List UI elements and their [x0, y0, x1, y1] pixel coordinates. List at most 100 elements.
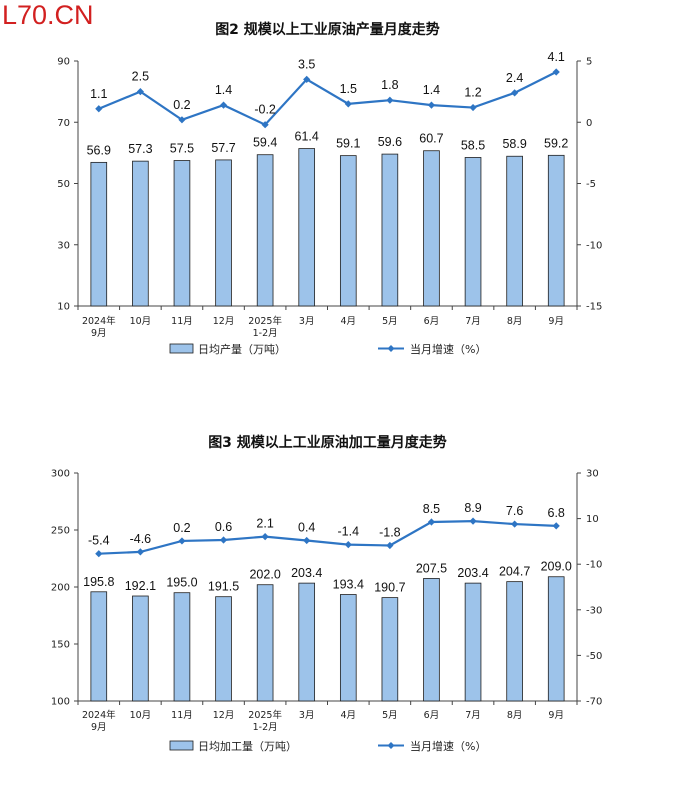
chart2-bar-label: 56.9 — [87, 143, 111, 157]
chart2-x-tick-label: 9月 — [548, 316, 564, 327]
chart3-x-tick-label: 3月 — [299, 710, 315, 721]
chart2-bar-label: 58.9 — [502, 137, 526, 151]
chart3-x-tick-label: 12月 — [213, 710, 235, 721]
chart3-growth-label: 0.4 — [298, 520, 315, 534]
chart3-bar — [464, 582, 482, 702]
chart3-growth-label: 6.8 — [548, 506, 565, 520]
chart2-x-tick-label: 11月 — [171, 316, 193, 327]
chart3-growth-label: 0.6 — [215, 520, 232, 534]
chart2-x-tick-label: 7月 — [465, 316, 481, 327]
chart3-x-tick-label: 2025年 — [248, 709, 282, 721]
chart2-growth-line — [98, 71, 557, 127]
chart2-bar-label: 59.2 — [544, 136, 568, 150]
chart3-bar-label: 202.0 — [249, 568, 280, 582]
chart2-growth-label: 2.4 — [506, 71, 523, 85]
chart3-growth-label: 2.1 — [256, 517, 273, 531]
chart2-growth-label: 3.5 — [298, 57, 315, 71]
chart3-growth-label: -1.8 — [379, 526, 401, 540]
chart3-growth-label: 0.2 — [173, 521, 190, 535]
chart2-y-right-tick-label: 0 — [586, 118, 592, 129]
chart3-growth-point — [344, 540, 352, 549]
chart2-growth-point — [95, 105, 103, 113]
chart3-bar — [547, 576, 565, 702]
chart2-legend-bar-swatch — [169, 343, 194, 354]
chart2-growth-point — [178, 116, 186, 124]
chart3-x-tick-label: 11月 — [171, 710, 193, 721]
chart2-bar-label: 59.6 — [378, 135, 402, 149]
chart2-bar — [547, 154, 565, 307]
chart3-x-tick-label: 2024年 — [82, 709, 116, 721]
chart3-growth-point — [552, 522, 560, 530]
chart2-x-tick-label: 8月 — [507, 316, 523, 327]
chart2-bar-label: 57.3 — [128, 142, 152, 156]
chart3-growth-point — [469, 517, 477, 525]
chart3-growth-point — [261, 533, 269, 541]
chart2-bar-label: 60.7 — [419, 132, 443, 146]
chart3-growth-point — [427, 518, 436, 526]
chart2-growth-label: 4.1 — [548, 50, 565, 64]
chart2-growth-label: 1.2 — [464, 86, 481, 100]
chart2-y-left-tick-label: 10 — [57, 302, 70, 313]
chart2-bar — [381, 153, 399, 307]
chart3-x-tick-label: 8月 — [507, 710, 523, 721]
chart2-growth-point — [344, 100, 352, 108]
chart3-y-right-tick-label: -30 — [586, 605, 602, 616]
chart2-growth-label: 1.1 — [90, 87, 107, 101]
chart2-legend-line-label: 当月增速（%） — [410, 342, 486, 356]
site-watermark: L70.CN — [2, 0, 94, 30]
chart2-growth-point — [469, 103, 477, 112]
chart2-growth-label: 0.2 — [173, 98, 190, 112]
chart3-growth-label: 7.6 — [506, 504, 523, 518]
chart2-bar — [298, 148, 316, 307]
chart3-growth-point — [511, 520, 519, 528]
chart3-growth-line — [98, 520, 557, 555]
chart3-legend-line-label: 当月增速（%） — [410, 739, 486, 753]
chart2-bar-label: 58.5 — [461, 138, 485, 152]
chart2-bar — [173, 160, 191, 307]
chart2-growth-point — [303, 75, 311, 83]
chart3-y-left-tick-label: 100 — [51, 697, 70, 708]
chart3-bar — [298, 582, 316, 702]
chart3-bar-label: 207.5 — [416, 561, 447, 575]
chart3-bar — [90, 591, 108, 702]
chart3-legend-bar-label: 日均加工量（万吨） — [198, 740, 297, 753]
chart2-y-right-tick-label: -15 — [586, 302, 602, 313]
chart3-y-right-tick-label: 10 — [586, 514, 599, 525]
chart2-x-tick-label: 3月 — [299, 316, 315, 327]
chart2-growth-label: 1.8 — [381, 78, 398, 92]
chart3-bar — [215, 596, 232, 702]
chart3-bar — [381, 597, 399, 702]
chart2-y-right-tick-label: -5 — [586, 179, 596, 190]
chart2-growth-point — [261, 121, 269, 129]
chart2-growth-point — [552, 68, 560, 76]
chart3-y-right-tick-label: -70 — [586, 697, 602, 708]
chart3-title: 图3 规模以上工业原油加工量月度走势 — [208, 434, 447, 451]
chart2-growth-label: 2.5 — [132, 70, 149, 84]
chart2-growth-point — [511, 89, 519, 97]
chart3-bar — [132, 595, 149, 702]
chart2-y-right-tick-label: 5 — [586, 57, 592, 68]
chart2-legend-bar-label: 日均产量（万吨） — [198, 342, 286, 356]
chart3-bar-label: 209.0 — [541, 560, 572, 574]
chart2-y-left-tick-label: 70 — [57, 118, 70, 129]
chart2-x-tick-label: 10月 — [130, 316, 152, 327]
chart3-x-tick-label-line2: 9月 — [91, 722, 107, 733]
chart3-growth-label: 8.5 — [423, 502, 440, 516]
chart3-x-tick-label: 4月 — [341, 710, 357, 721]
chart2-x-tick-label: 2025年 — [248, 315, 282, 327]
chart3-y-right-tick-label: 30 — [586, 469, 599, 480]
chart3-legend-bar-swatch — [169, 740, 194, 751]
chart2-bar-label: 57.7 — [211, 141, 235, 155]
chart2-bar — [339, 155, 357, 307]
chart3-bar — [256, 584, 274, 702]
chart2-growth-label: 1.5 — [340, 82, 357, 96]
chart3-growth-label: -5.4 — [88, 534, 110, 548]
chart3-x-tick-label: 7月 — [465, 710, 481, 721]
chart2-growth-point — [136, 88, 144, 96]
chart3-bar-label: 203.4 — [457, 566, 488, 580]
chart2-x-tick-label: 6月 — [424, 316, 440, 327]
chart3-growth-point — [178, 537, 186, 545]
chart3-growth-point — [219, 536, 228, 544]
chart2-growth-point — [386, 96, 394, 104]
chart3-y-right-tick-label: -50 — [586, 651, 602, 662]
